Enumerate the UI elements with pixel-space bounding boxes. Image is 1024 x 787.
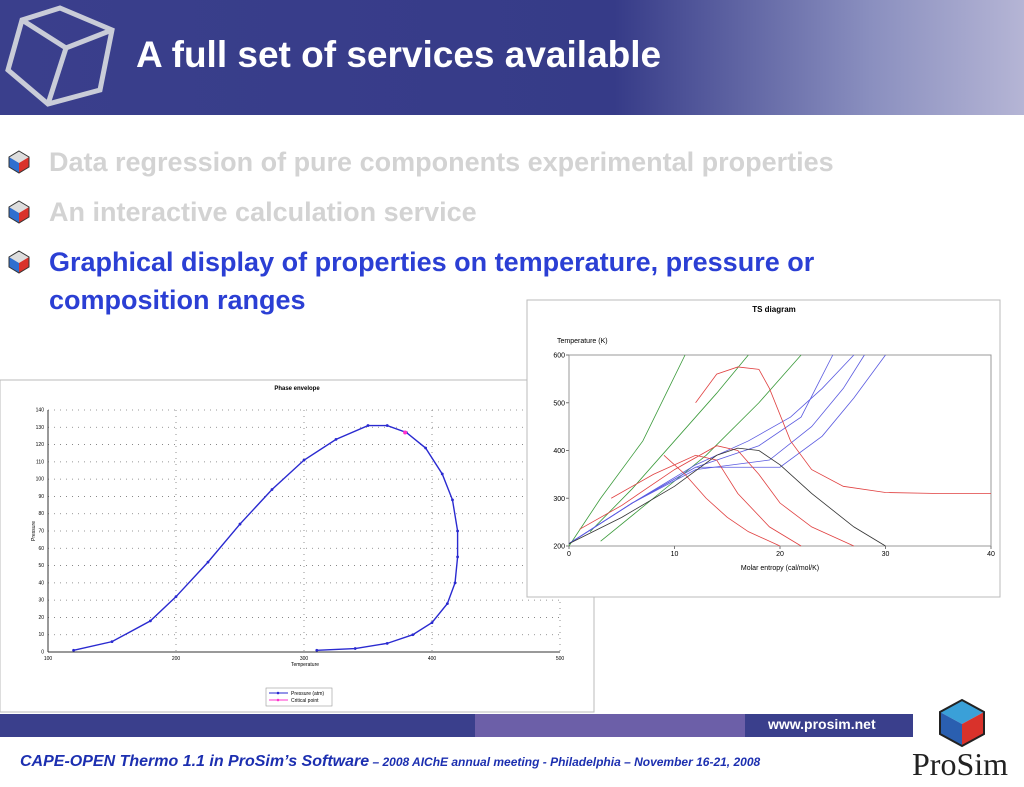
data-point bbox=[315, 648, 319, 652]
data-point bbox=[366, 424, 370, 427]
y-tick-label: 20 bbox=[38, 615, 44, 621]
bullet-text: Graphical display of properties on tempe… bbox=[49, 247, 815, 315]
caption: CAPE-OPEN Thermo 1.1 in ProSim’s Softwar… bbox=[20, 753, 760, 771]
y-tick-label: 50 bbox=[38, 563, 44, 569]
chart-title: Phase envelope bbox=[274, 386, 320, 392]
y-tick-label: 500 bbox=[553, 400, 565, 407]
caption-main: CAPE-OPEN Thermo 1.1 in ProSim’s Softwar… bbox=[20, 753, 370, 770]
data-point bbox=[451, 498, 454, 502]
x-tick-label: 500 bbox=[556, 656, 565, 662]
y-tick-label: 60 bbox=[38, 546, 44, 552]
bullet-text: Data regression of pure components exper… bbox=[49, 147, 834, 177]
x-tick-label: 30 bbox=[882, 551, 890, 558]
y-tick-label: 200 bbox=[553, 544, 565, 551]
chart-title: TS diagram bbox=[752, 305, 796, 314]
x-tick-label: 300 bbox=[300, 656, 309, 662]
series-line bbox=[568, 354, 886, 544]
x-tick-label: 40 bbox=[987, 551, 995, 558]
y-tick-label: 110 bbox=[36, 459, 44, 465]
bullet-icon bbox=[8, 250, 30, 274]
x-axis-label: Molar entropy (cal/mol/K) bbox=[741, 565, 819, 572]
data-point bbox=[385, 424, 389, 427]
y-tick-label: 130 bbox=[36, 425, 45, 431]
data-point bbox=[453, 581, 457, 585]
data-point bbox=[110, 640, 114, 644]
y-tick-label: 100 bbox=[36, 477, 45, 483]
data-point bbox=[353, 647, 357, 650]
footer-bar bbox=[0, 714, 913, 737]
data-point bbox=[385, 641, 389, 645]
x-tick-label: 0 bbox=[567, 551, 571, 558]
data-point bbox=[445, 602, 449, 605]
bullet-icon bbox=[8, 150, 30, 174]
y-tick-label: 0 bbox=[41, 650, 44, 656]
bullet-icons bbox=[8, 150, 30, 274]
website: www.prosim.net bbox=[768, 716, 876, 732]
x-axis-label: Temperature bbox=[291, 662, 319, 668]
x-tick-label: 20 bbox=[776, 551, 784, 558]
x-tick-label: 100 bbox=[44, 656, 53, 662]
chart-box bbox=[0, 379, 595, 713]
cube-icon bbox=[5, 5, 115, 107]
x-tick-label: 200 bbox=[172, 656, 181, 662]
y-tick-label: 300 bbox=[553, 496, 565, 503]
legend-marker bbox=[276, 691, 280, 695]
bullet-text: An interactive calculation service bbox=[49, 197, 477, 227]
chart-box bbox=[526, 299, 1001, 598]
header-band: A full set of services available bbox=[0, 0, 1024, 115]
series-line bbox=[589, 354, 749, 532]
data-point bbox=[411, 633, 415, 637]
data-point bbox=[430, 621, 434, 625]
data-point bbox=[206, 560, 210, 564]
series-line bbox=[568, 447, 886, 547]
data-point bbox=[456, 555, 459, 559]
data-point bbox=[334, 437, 338, 441]
data-point bbox=[403, 430, 408, 435]
legend-label: Pressure (atm) bbox=[291, 691, 324, 697]
y-tick-label: 600 bbox=[553, 353, 565, 360]
data-point bbox=[424, 446, 427, 450]
y-axis-label: Pressure bbox=[31, 521, 37, 541]
y-axis-label: Temperature (K) bbox=[557, 338, 608, 345]
series-line bbox=[611, 454, 802, 547]
y-tick-label: 40 bbox=[38, 580, 44, 586]
data-point bbox=[149, 619, 152, 623]
series-line bbox=[695, 366, 991, 494]
y-tick-label: 140 bbox=[36, 408, 45, 414]
series-line bbox=[600, 354, 802, 542]
legend-label: Critical point bbox=[291, 698, 319, 704]
slide-title: A full set of services available bbox=[136, 34, 662, 75]
y-tick-label: 80 bbox=[38, 511, 44, 517]
data-point bbox=[302, 458, 306, 462]
x-tick-label: 400 bbox=[428, 656, 437, 662]
legend-marker bbox=[276, 698, 280, 702]
y-tick-label: 10 bbox=[38, 632, 44, 638]
series-line bbox=[73, 424, 459, 651]
bullet-icon bbox=[8, 200, 30, 224]
data-point bbox=[72, 648, 75, 652]
series-line bbox=[663, 454, 781, 547]
data-point bbox=[456, 529, 459, 533]
data-point bbox=[238, 522, 242, 526]
y-tick-label: 120 bbox=[36, 442, 45, 448]
series-line bbox=[579, 445, 855, 547]
y-tick-label: 70 bbox=[38, 529, 44, 535]
y-tick-label: 400 bbox=[553, 448, 565, 455]
logo-text: ProSim bbox=[912, 746, 1009, 782]
data-point bbox=[270, 488, 274, 491]
series-line bbox=[568, 354, 686, 547]
data-point bbox=[440, 472, 444, 476]
y-tick-label: 30 bbox=[38, 598, 44, 604]
data-point bbox=[174, 595, 178, 599]
x-tick-label: 10 bbox=[671, 551, 679, 558]
y-tick-label: 90 bbox=[38, 494, 44, 500]
logo-cube bbox=[939, 698, 985, 748]
caption-rest: – 2008 AIChE annual meeting - Philadelph… bbox=[369, 755, 761, 769]
